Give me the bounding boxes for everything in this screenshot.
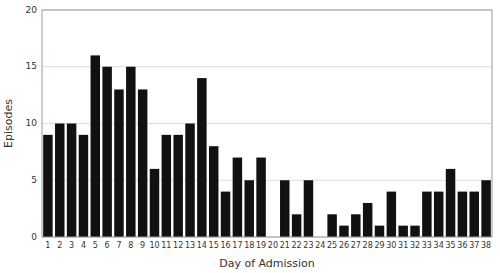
x-tick-label: 35 xyxy=(445,241,455,250)
x-tick-label: 26 xyxy=(339,241,349,250)
x-tick-label: 7 xyxy=(116,241,121,250)
x-tick-label: 34 xyxy=(434,241,444,250)
bar xyxy=(481,180,490,237)
bar xyxy=(43,135,52,237)
bar xyxy=(351,214,360,237)
x-tick-label: 28 xyxy=(363,241,373,250)
bar xyxy=(91,55,100,237)
bars xyxy=(43,55,491,237)
bar xyxy=(422,192,431,237)
x-tick-label: 19 xyxy=(256,241,266,250)
x-tick-label: 13 xyxy=(185,241,195,250)
x-tick-label: 1 xyxy=(45,241,50,250)
plot-frame xyxy=(42,10,492,237)
x-tick-label: 11 xyxy=(161,241,171,250)
bar xyxy=(138,89,147,237)
grid xyxy=(42,10,492,237)
bar xyxy=(185,124,194,238)
y-tick-label: 20 xyxy=(26,5,38,15)
bar xyxy=(363,203,372,237)
x-tick-label: 14 xyxy=(197,241,207,250)
x-tick-label: 23 xyxy=(303,241,313,250)
x-tick-label: 2 xyxy=(57,241,62,250)
x-tick-label: 38 xyxy=(481,241,491,250)
bar xyxy=(410,226,419,237)
bar xyxy=(126,67,135,237)
x-tick-label: 21 xyxy=(280,241,290,250)
x-tick-label: 20 xyxy=(268,241,278,250)
bar xyxy=(150,169,159,237)
y-tick-label: 5 xyxy=(31,175,37,185)
bar xyxy=(197,78,206,237)
bar xyxy=(67,124,76,238)
x-tick-label: 27 xyxy=(351,241,361,250)
bar xyxy=(256,158,265,237)
bar xyxy=(79,135,88,237)
x-tick-label: 8 xyxy=(128,241,133,250)
x-tick-label: 31 xyxy=(398,241,408,250)
bar xyxy=(327,214,336,237)
x-tick-label: 10 xyxy=(149,241,159,250)
x-tick-label: 16 xyxy=(220,241,230,250)
bar xyxy=(245,180,254,237)
bar xyxy=(446,169,455,237)
y-axis-label: Episodes xyxy=(2,99,15,148)
bar xyxy=(458,192,467,237)
bar xyxy=(292,214,301,237)
bar xyxy=(304,180,313,237)
x-tick-label: 6 xyxy=(105,241,110,250)
bar xyxy=(209,146,218,237)
x-tick-label: 17 xyxy=(232,241,242,250)
x-tick-label: 33 xyxy=(422,241,432,250)
bar xyxy=(280,180,289,237)
bar xyxy=(387,192,396,237)
x-tick-label: 12 xyxy=(173,241,183,250)
x-tick-label: 3 xyxy=(69,241,74,250)
x-tick-label: 15 xyxy=(209,241,219,250)
x-tick-label: 30 xyxy=(386,241,396,250)
x-axis-label: Day of Admission xyxy=(219,257,315,270)
x-tick-label: 4 xyxy=(81,241,86,250)
x-tick-label: 22 xyxy=(292,241,302,250)
page: {"chart_data": {"type": "bar", "categori… xyxy=(0,0,500,273)
bar xyxy=(233,158,242,237)
bar xyxy=(434,192,443,237)
x-tick-label: 18 xyxy=(244,241,254,250)
x-tick-label: 5 xyxy=(93,241,98,250)
y-tick-label: 15 xyxy=(26,61,37,71)
chart-container: 0510152012345678910111213141516171819202… xyxy=(0,0,500,273)
bar xyxy=(398,226,407,237)
x-axis: 1234567891011121314151617181920212223242… xyxy=(45,241,491,250)
bar xyxy=(173,135,182,237)
x-tick-label: 25 xyxy=(327,241,337,250)
x-tick-label: 32 xyxy=(410,241,420,250)
y-tick-label: 0 xyxy=(31,232,37,242)
bar xyxy=(221,192,230,237)
chart-svg: 0510152012345678910111213141516171819202… xyxy=(0,0,500,273)
bar xyxy=(114,89,123,237)
bar xyxy=(470,192,479,237)
x-tick-label: 37 xyxy=(469,241,479,250)
x-tick-label: 29 xyxy=(374,241,384,250)
bar xyxy=(55,124,64,238)
y-axis: 0 5 10 15 20 xyxy=(26,5,38,242)
y-tick-label: 10 xyxy=(26,118,38,128)
x-tick-label: 36 xyxy=(457,241,467,250)
x-tick-label: 9 xyxy=(140,241,145,250)
bar xyxy=(102,67,111,237)
bar xyxy=(339,226,348,237)
x-tick-label: 24 xyxy=(315,241,325,250)
bar xyxy=(375,226,384,237)
bar xyxy=(162,135,171,237)
